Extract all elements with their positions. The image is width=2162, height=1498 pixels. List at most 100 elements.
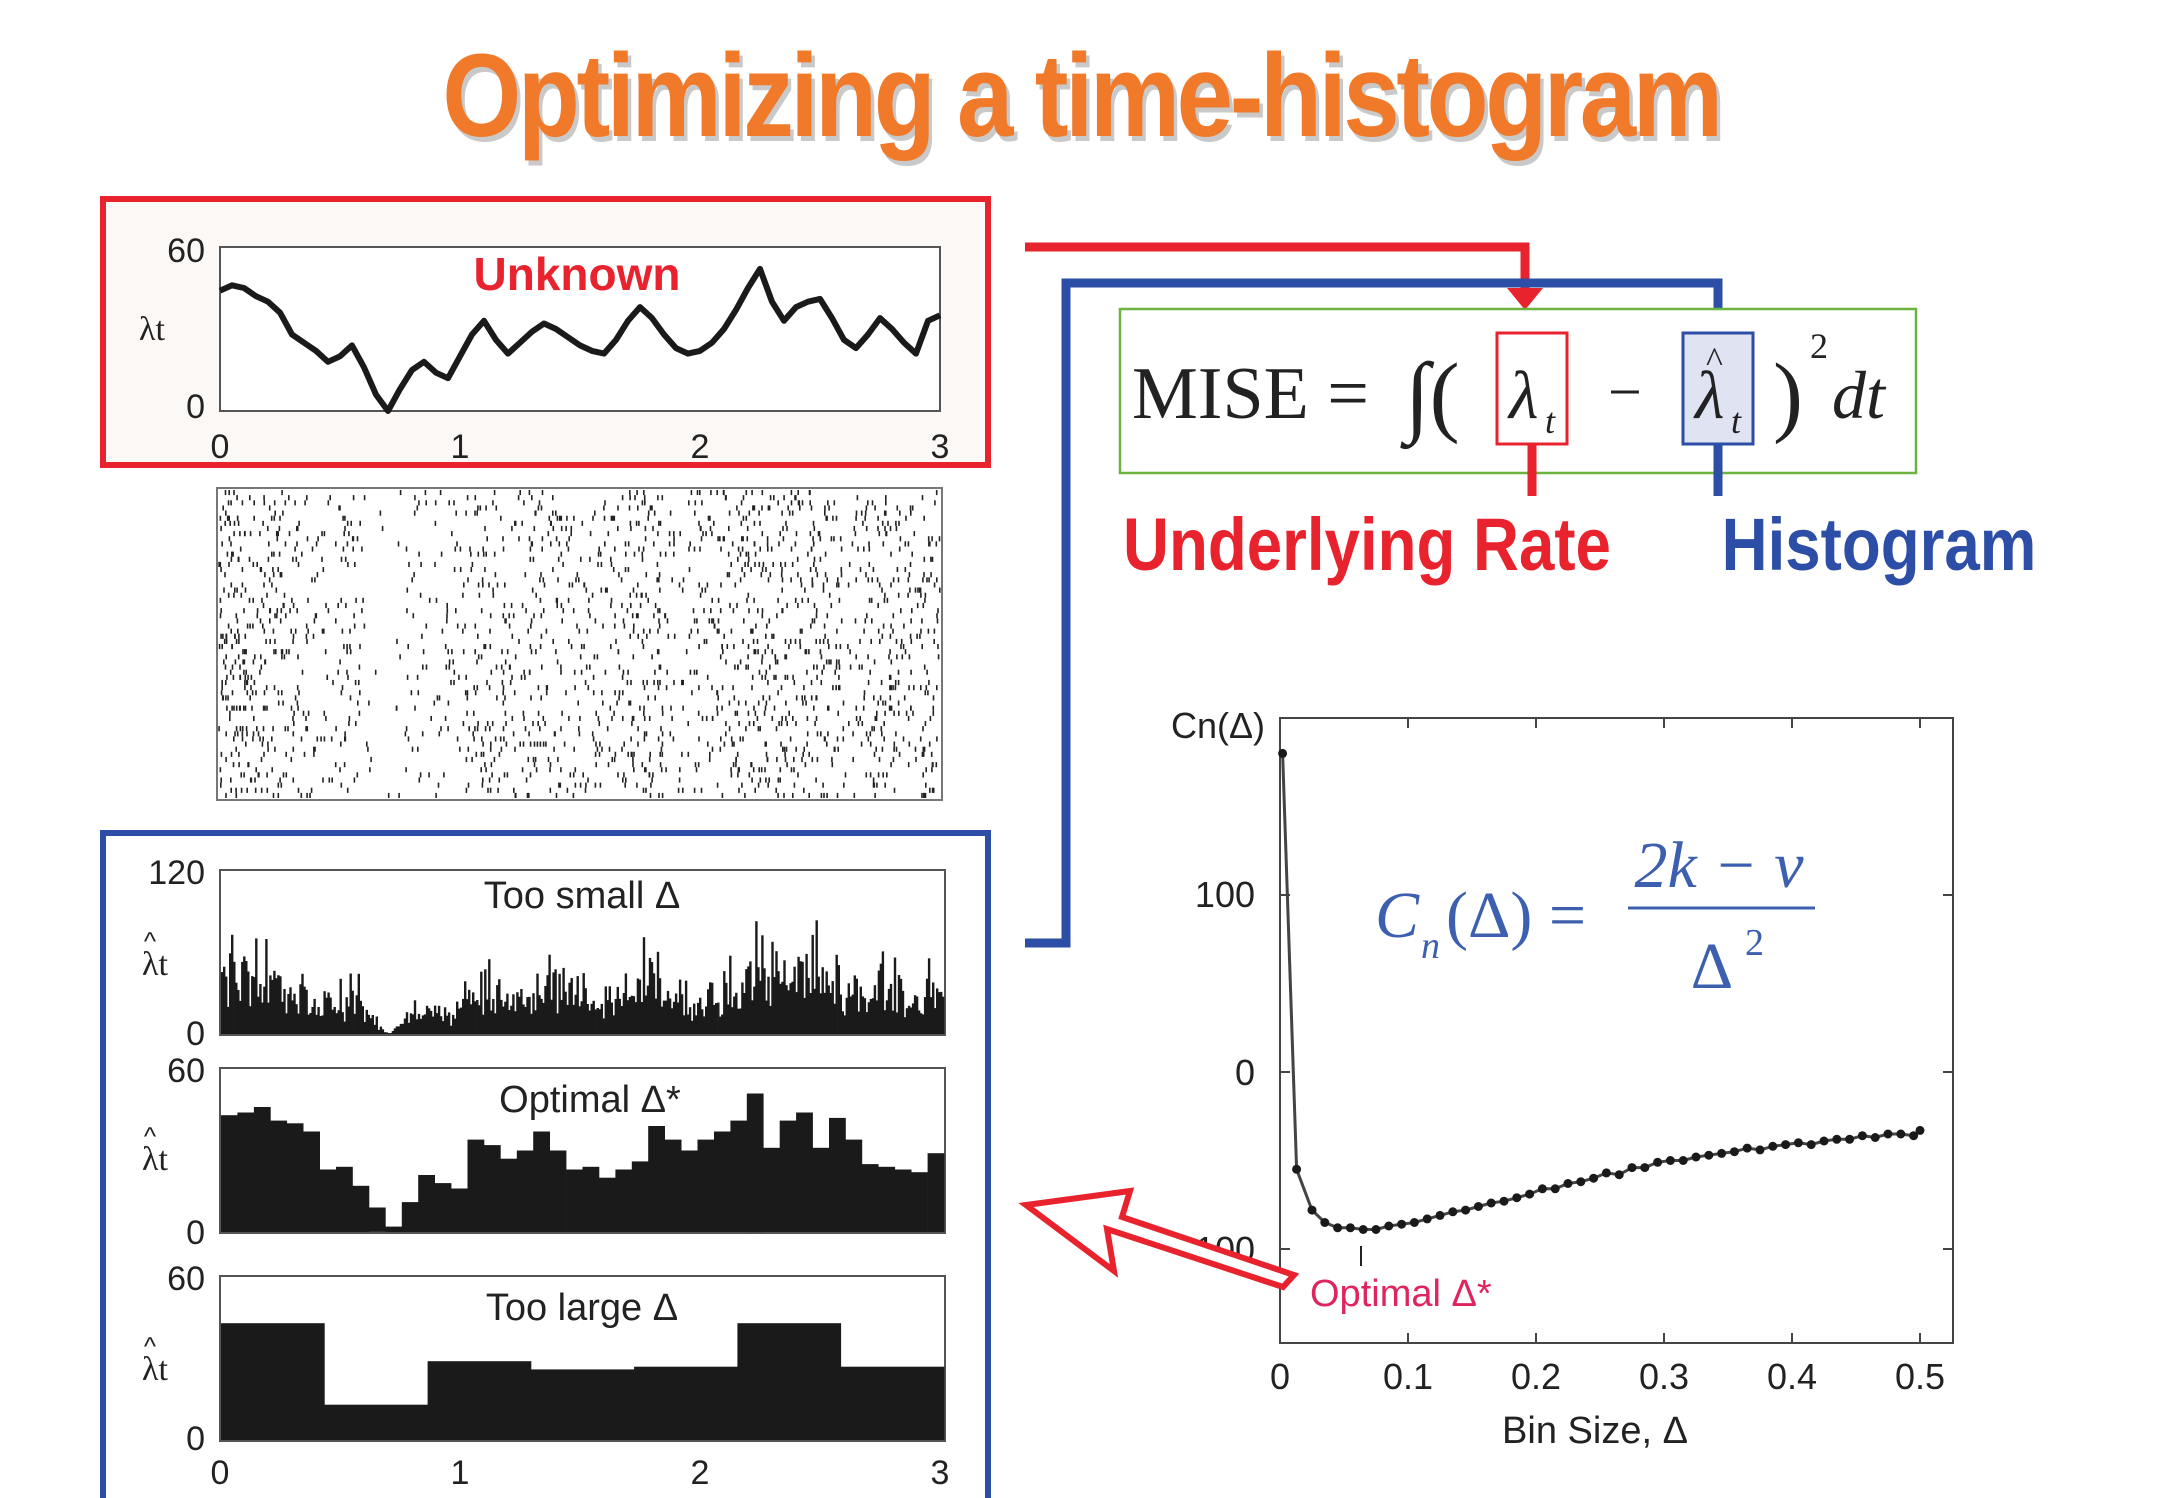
- hist-bar: [323, 991, 326, 1034]
- underlying-rate-label: Underlying Rate: [1123, 504, 1611, 587]
- hist-bar: [307, 1014, 310, 1034]
- rate-ylabel: λt: [139, 311, 165, 348]
- hist-bar: [745, 969, 748, 1034]
- hist-bar: [913, 995, 917, 1034]
- histogram-label: Histogram: [1722, 504, 2037, 587]
- hist-bar: [733, 996, 736, 1034]
- hist-bar: [277, 975, 280, 1034]
- hist-bar: [399, 1023, 403, 1034]
- hist-bar: [373, 1024, 376, 1034]
- hist-optimal-bars: [221, 1093, 945, 1233]
- hist-bar: [616, 986, 619, 1034]
- hist-bar: [813, 988, 816, 1034]
- hist-bar: [600, 1003, 603, 1034]
- hist-bar: [229, 953, 232, 1034]
- hist-bar: [261, 1002, 264, 1034]
- cost-xlabel: Bin Size, Δ: [1502, 1410, 1688, 1452]
- cost-formula-lhs: (Δ) =: [1446, 879, 1586, 952]
- hist-bar: [494, 1013, 497, 1034]
- hist-bar: [697, 1002, 700, 1034]
- hist-bar: [885, 1000, 889, 1034]
- hist-bar: [624, 973, 628, 1034]
- hist-bar: [843, 1015, 846, 1034]
- hist-bar: [614, 999, 617, 1034]
- hist-bar: [516, 1150, 534, 1232]
- cost-point: [1755, 1145, 1765, 1155]
- hist-bar: [279, 976, 282, 1034]
- rate-xtick-2: 2: [691, 428, 710, 466]
- hist-bar: [632, 996, 636, 1034]
- hist-bar: [482, 1014, 485, 1034]
- hist-bar: [656, 951, 660, 1034]
- hist-bar: [403, 1018, 407, 1034]
- hist-bar: [532, 993, 535, 1034]
- hist-bar: [823, 992, 826, 1034]
- hist-bar: [796, 1112, 813, 1232]
- hist-bar: [331, 1009, 334, 1034]
- hist-bar: [940, 991, 943, 1034]
- hist-bar: [425, 1005, 429, 1034]
- hist-bar: [413, 1000, 417, 1034]
- hist-bar: [293, 993, 296, 1034]
- hist-bar: [281, 1001, 284, 1034]
- cost-formula-denominator: Δ: [1691, 930, 1733, 1003]
- optimal-annotation: Optimal Δ*: [1310, 1273, 1492, 1315]
- hist-bar: [638, 979, 642, 1034]
- hist-bar: [566, 1004, 569, 1034]
- hist-bar: [500, 1158, 518, 1232]
- hist-bar: [245, 961, 248, 1034]
- hist-bar: [586, 1004, 589, 1034]
- hist-bar: [375, 1016, 378, 1034]
- cost-points: [1278, 748, 1925, 1234]
- hist-bar: [460, 1007, 463, 1034]
- hist-bar: [273, 970, 276, 1034]
- hist-bar: [267, 1002, 270, 1034]
- hist-bar: [287, 994, 290, 1034]
- hist-bar: [347, 1006, 350, 1034]
- hist-bar: [741, 982, 744, 1034]
- hist-bar: [927, 1153, 945, 1232]
- hist-bar: [869, 999, 873, 1034]
- hist-bar: [411, 1014, 415, 1034]
- hist-bar: [590, 1003, 593, 1034]
- hist-bar: [652, 973, 656, 1034]
- hist-bar: [319, 1169, 337, 1232]
- hist-bar: [785, 985, 788, 1034]
- hist-xtick-2: 2: [691, 1454, 710, 1492]
- hist-bar: [879, 963, 883, 1034]
- hist-bar: [664, 1000, 668, 1034]
- hist-bar: [552, 972, 555, 1034]
- rate-curve: [218, 265, 942, 414]
- hist-bar: [725, 982, 728, 1034]
- hist-bar: [837, 965, 840, 1034]
- hist-bar: [598, 1177, 616, 1232]
- hist-bar: [674, 993, 678, 1034]
- hist-bar: [608, 986, 611, 1034]
- hist-bar: [299, 984, 302, 1034]
- cost-point: [1358, 1225, 1368, 1234]
- hist-bar: [514, 1011, 517, 1034]
- cost-point: [1704, 1150, 1714, 1160]
- hist-bar: [549, 1150, 567, 1232]
- hist-bar: [620, 1006, 624, 1034]
- hist-bar: [560, 999, 563, 1034]
- cost-ytick-0: 0: [1235, 1052, 1255, 1093]
- hist-bar: [401, 1202, 419, 1232]
- hist-bar: [311, 1007, 314, 1034]
- hist-bar: [395, 1026, 399, 1034]
- hist-bar: [542, 1002, 545, 1034]
- hist-bar: [231, 934, 234, 1034]
- cost-point: [1422, 1214, 1432, 1224]
- hist-bar: [873, 985, 877, 1034]
- cost-point: [1793, 1138, 1803, 1148]
- hist-bar: [797, 956, 800, 1034]
- hist-bar: [319, 1016, 322, 1034]
- hist-bar: [765, 1000, 768, 1034]
- hist-bar: [923, 997, 927, 1034]
- hist-bar: [682, 1015, 686, 1034]
- hist-bar: [470, 1004, 473, 1034]
- cost-ylabel: Cn(Δ): [1171, 705, 1265, 746]
- hist-bar: [615, 1169, 633, 1232]
- hist-bar: [691, 1020, 694, 1034]
- hist-bar: [368, 1207, 386, 1232]
